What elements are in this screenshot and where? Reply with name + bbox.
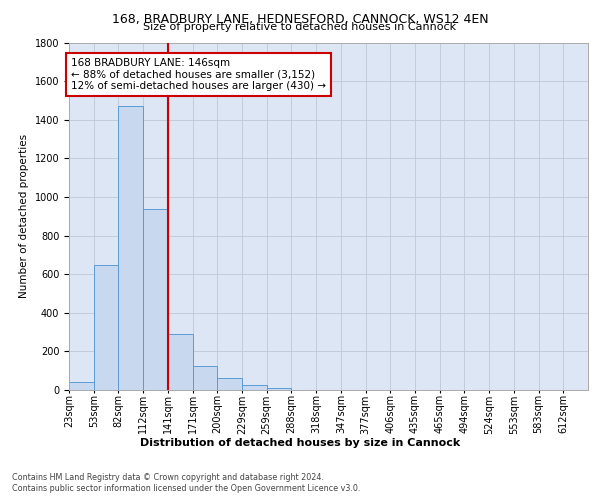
Bar [118, 106, 143, 390]
Bar [94, 264, 118, 390]
Y-axis label: Number of detached properties: Number of detached properties [19, 134, 29, 298]
Text: Contains public sector information licensed under the Open Government Licence v3: Contains public sector information licen… [12, 484, 361, 493]
Text: Size of property relative to detached houses in Cannock: Size of property relative to detached ho… [143, 22, 457, 32]
Bar [242, 385, 267, 390]
Text: Distribution of detached houses by size in Cannock: Distribution of detached houses by size … [140, 438, 460, 448]
Bar [143, 210, 168, 390]
Text: 168 BRADBURY LANE: 146sqm
← 88% of detached houses are smaller (3,152)
12% of se: 168 BRADBURY LANE: 146sqm ← 88% of detac… [71, 58, 326, 91]
Bar [168, 334, 193, 390]
Bar [193, 366, 217, 390]
Bar [217, 378, 242, 390]
Bar [267, 388, 292, 390]
Text: Contains HM Land Registry data © Crown copyright and database right 2024.: Contains HM Land Registry data © Crown c… [12, 472, 324, 482]
Text: 168, BRADBURY LANE, HEDNESFORD, CANNOCK, WS12 4EN: 168, BRADBURY LANE, HEDNESFORD, CANNOCK,… [112, 12, 488, 26]
Bar [69, 382, 94, 390]
